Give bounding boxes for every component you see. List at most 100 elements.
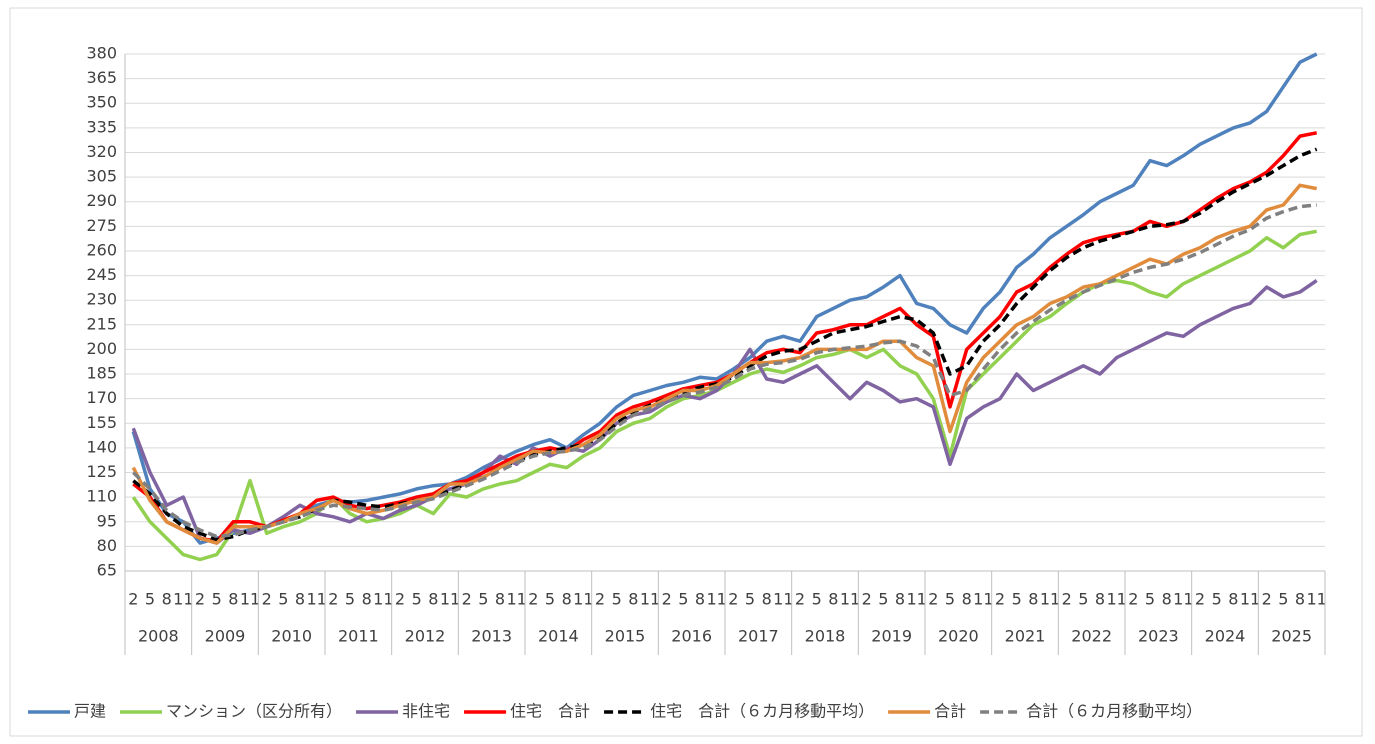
x-tick-label: 11 bbox=[506, 590, 526, 609]
y-tick-label: 110 bbox=[86, 487, 117, 506]
x-tick-label: 11 bbox=[1240, 590, 1260, 609]
x-tick-label: 8 bbox=[1162, 590, 1172, 609]
x-tick-label: 11 bbox=[306, 590, 326, 609]
y-tick-label: 65 bbox=[97, 561, 117, 580]
x-tick-label: 2 bbox=[328, 590, 338, 609]
x-tick-label: 11 bbox=[573, 590, 593, 609]
y-tick-label: 170 bbox=[86, 388, 117, 407]
x-tick-label: 11 bbox=[640, 590, 660, 609]
x-group-label: 2010 bbox=[271, 627, 312, 646]
x-tick-label: 5 bbox=[1012, 590, 1022, 609]
x-tick-label: 2 bbox=[728, 590, 738, 609]
x-tick-label: 8 bbox=[695, 590, 705, 609]
x-group-label: 2019 bbox=[871, 627, 912, 646]
x-tick-label: 8 bbox=[362, 590, 372, 609]
x-tick-label: 8 bbox=[1028, 590, 1038, 609]
legend-label: 非住宅 bbox=[402, 702, 450, 721]
y-tick-label: 290 bbox=[86, 191, 117, 210]
x-group-label: 2021 bbox=[1005, 627, 1046, 646]
x-tick-label: 5 bbox=[412, 590, 422, 609]
legend-label: 合計（６カ月移動平均） bbox=[1026, 702, 1202, 721]
x-tick-label: 8 bbox=[962, 590, 972, 609]
y-tick-label: 230 bbox=[86, 290, 117, 309]
x-group-label: 2011 bbox=[338, 627, 379, 646]
x-tick-label: 5 bbox=[212, 590, 222, 609]
y-tick-label: 305 bbox=[86, 167, 117, 186]
y-tick-label: 140 bbox=[86, 437, 117, 456]
x-tick-label: 11 bbox=[1173, 590, 1193, 609]
series-line bbox=[131, 183, 1318, 545]
x-tick-label: 2 bbox=[1195, 590, 1205, 609]
x-group-label: 2017 bbox=[738, 627, 779, 646]
x-tick-label: 8 bbox=[428, 590, 438, 609]
x-group-label: 2020 bbox=[938, 627, 979, 646]
x-group-label: 2015 bbox=[605, 627, 646, 646]
y-tick-label: 380 bbox=[86, 44, 117, 63]
y-tick-label: 320 bbox=[86, 142, 117, 161]
x-tick-label: 2 bbox=[795, 590, 805, 609]
x-tick-label: 8 bbox=[628, 590, 638, 609]
y-tick-label: 125 bbox=[86, 462, 117, 481]
x-tick-label: 5 bbox=[278, 590, 288, 609]
x-group-label: 2024 bbox=[1205, 627, 1246, 646]
x-group-label: 2018 bbox=[805, 627, 846, 646]
chart-frame bbox=[9, 7, 1363, 737]
x-tick-label: 2 bbox=[595, 590, 605, 609]
x-group-label: 2022 bbox=[1071, 627, 1112, 646]
legend-label: 戸建 bbox=[74, 702, 106, 721]
x-tick-label: 5 bbox=[145, 590, 155, 609]
x-group-label: 2008 bbox=[138, 627, 179, 646]
y-tick-label: 80 bbox=[97, 536, 117, 555]
x-tick-label: 5 bbox=[878, 590, 888, 609]
x-tick-label: 5 bbox=[678, 590, 688, 609]
legend-label: 住宅 合計（６カ月移動平均） bbox=[650, 702, 874, 721]
x-tick-label: 2 bbox=[128, 590, 138, 609]
legend-label: マンション（区分所有） bbox=[166, 702, 342, 721]
x-tick-label: 11 bbox=[906, 590, 926, 609]
x-tick-label: 2 bbox=[462, 590, 472, 609]
x-tick-label: 8 bbox=[762, 590, 772, 609]
x-tick-label: 2 bbox=[1128, 590, 1138, 609]
series-line bbox=[132, 203, 1317, 539]
x-tick-label: 2 bbox=[395, 590, 405, 609]
y-tick-label: 275 bbox=[86, 216, 117, 235]
x-tick-label: 5 bbox=[945, 590, 955, 609]
x-group-label: 2025 bbox=[1271, 627, 1312, 646]
x-group-label: 2014 bbox=[538, 627, 579, 646]
x-tick-label: 2 bbox=[928, 590, 938, 609]
x-tick-label: 5 bbox=[1145, 590, 1155, 609]
x-tick-label: 5 bbox=[1278, 590, 1288, 609]
x-group-label: 2016 bbox=[671, 627, 712, 646]
x-tick-label: 2 bbox=[528, 590, 538, 609]
x-tick-label: 5 bbox=[1212, 590, 1222, 609]
x-tick-label: 8 bbox=[562, 590, 572, 609]
x-group-label: 2013 bbox=[471, 627, 512, 646]
y-tick-label: 245 bbox=[86, 265, 117, 284]
x-tick-label: 5 bbox=[545, 590, 555, 609]
x-tick-label: 8 bbox=[895, 590, 905, 609]
y-tick-label: 185 bbox=[86, 364, 117, 383]
x-tick-label: 8 bbox=[162, 590, 172, 609]
x-tick-label: 5 bbox=[745, 590, 755, 609]
x-tick-label: 11 bbox=[840, 590, 860, 609]
x-group-label: 2023 bbox=[1138, 627, 1179, 646]
x-tick-label: 11 bbox=[373, 590, 393, 609]
y-tick-label: 365 bbox=[86, 68, 117, 87]
legend-label: 合計 bbox=[934, 702, 966, 721]
y-tick-label: 260 bbox=[86, 240, 117, 259]
x-tick-label: 8 bbox=[1095, 590, 1105, 609]
x-tick-label: 2 bbox=[262, 590, 272, 609]
x-tick-label: 8 bbox=[1295, 590, 1305, 609]
x-tick-label: 2 bbox=[1062, 590, 1072, 609]
x-tick-label: 11 bbox=[440, 590, 460, 609]
x-tick-label: 8 bbox=[1228, 590, 1238, 609]
x-tick-label: 11 bbox=[773, 590, 793, 609]
x-tick-label: 5 bbox=[478, 590, 488, 609]
x-tick-label: 2 bbox=[662, 590, 672, 609]
x-tick-label: 11 bbox=[1040, 590, 1060, 609]
x-tick-label: 11 bbox=[706, 590, 726, 609]
x-tick-label: 5 bbox=[1078, 590, 1088, 609]
x-tick-label: 2 bbox=[995, 590, 1005, 609]
y-tick-label: 95 bbox=[97, 511, 117, 530]
